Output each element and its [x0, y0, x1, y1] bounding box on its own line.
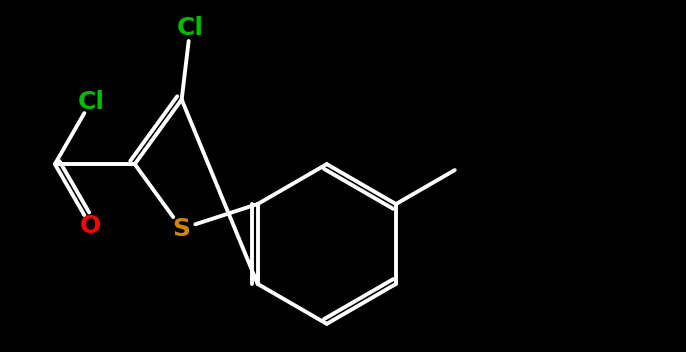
Text: Cl: Cl [177, 16, 204, 40]
Text: O: O [80, 214, 102, 238]
Text: Cl: Cl [78, 90, 104, 114]
Text: S: S [173, 217, 191, 241]
